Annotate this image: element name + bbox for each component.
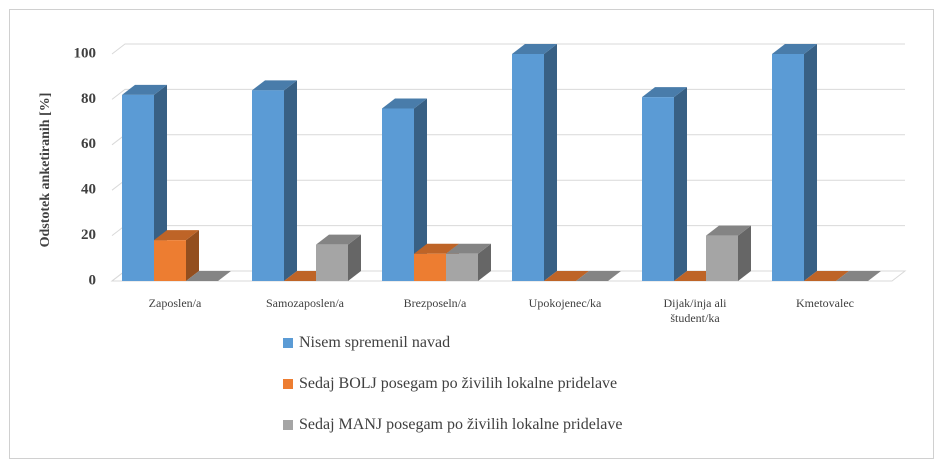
bar-side	[186, 230, 199, 281]
bar-top	[706, 225, 751, 236]
y-tick-label: 40	[81, 182, 96, 198]
bar-side	[738, 225, 751, 281]
legend-item: Sedaj MANJ posegam po živilih lokalne pr…	[283, 415, 679, 435]
y-tick-label: 20	[81, 227, 96, 243]
bar-top	[122, 84, 167, 95]
x-tick-label: Kmetovalec	[796, 296, 854, 310]
bar-top	[804, 271, 849, 281]
bar-top	[252, 80, 297, 91]
bar-side	[154, 84, 167, 281]
bar-top	[446, 243, 491, 254]
bar-side	[284, 80, 297, 281]
bar-top	[576, 271, 621, 281]
chart-frame	[9, 9, 934, 459]
legend-item: Nisem spremenil navad	[283, 333, 679, 353]
legend-label: Nisem spremenil navad	[299, 334, 451, 351]
bar-top	[186, 271, 231, 281]
legend-label: Sedaj MANJ posegam po živilih lokalne pr…	[299, 416, 623, 433]
x-tick-label: Brezposeln/a	[403, 296, 467, 310]
y-tick-label: 80	[81, 91, 96, 107]
bar	[316, 244, 348, 281]
bar-top	[512, 44, 557, 54]
y-axis-label: Odstotek anketiranih [%]	[38, 93, 53, 248]
bar	[252, 90, 284, 281]
x-tick-label: Upokojenec/ka	[528, 296, 602, 310]
y-tick-label: 60	[81, 136, 96, 152]
x-tick-label: Zaposlen/a	[148, 296, 202, 310]
floor	[110, 270, 907, 282]
bar	[414, 253, 446, 281]
bar	[706, 235, 738, 281]
bar-top	[544, 271, 589, 281]
y-tick-label: 100	[74, 45, 97, 61]
bar-side	[674, 87, 687, 281]
legend-label: Sedaj BOLJ posegam po živilih lokalne pr…	[299, 375, 618, 392]
y-tick-label: 0	[89, 272, 97, 288]
bar	[772, 54, 804, 281]
x-tick-label: Dijak/inja ali študent/ka	[663, 296, 727, 325]
legend-item: Sedaj BOLJ posegam po živilih lokalne pr…	[283, 374, 679, 394]
bar	[154, 240, 186, 281]
bar-top	[382, 98, 427, 109]
grid-line	[111, 88, 905, 100]
bar-top	[836, 271, 881, 281]
bar-top	[642, 87, 687, 98]
bar-top	[414, 243, 459, 254]
bar	[122, 94, 154, 281]
bar-side	[414, 98, 427, 281]
bar-top	[772, 44, 817, 54]
bar-side	[478, 243, 491, 281]
bar-top	[316, 234, 361, 245]
bar	[446, 253, 478, 281]
grid-line	[111, 43, 905, 55]
bar-side	[544, 44, 557, 281]
bar	[642, 97, 674, 281]
bar	[512, 54, 544, 281]
bar-side	[804, 44, 817, 281]
bar-top	[154, 230, 199, 241]
bar	[382, 108, 414, 281]
x-tick-label: Samozaposlen/a	[266, 296, 344, 310]
legend-swatch	[283, 420, 293, 430]
legend-swatch	[283, 338, 293, 348]
legend-swatch	[283, 379, 293, 389]
bar-side	[348, 234, 361, 281]
